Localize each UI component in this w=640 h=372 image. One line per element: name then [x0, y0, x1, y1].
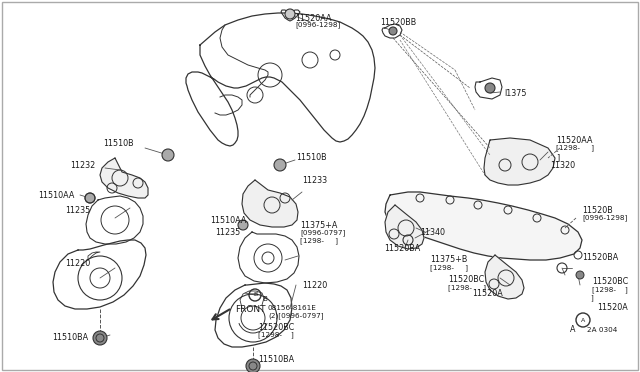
- Text: [1298-     ]: [1298- ]: [556, 145, 594, 151]
- Text: 11235: 11235: [215, 228, 240, 237]
- Text: 11510AA: 11510AA: [38, 190, 74, 199]
- Text: 11520BA: 11520BA: [582, 253, 618, 263]
- Text: 11510AA: 11510AA: [210, 215, 246, 224]
- Circle shape: [238, 220, 248, 230]
- Text: [1298-    ]: [1298- ]: [258, 331, 294, 339]
- Text: 11510BA: 11510BA: [52, 334, 88, 343]
- Circle shape: [285, 9, 295, 19]
- Text: [0996-0797]: [0996-0797]: [300, 230, 345, 236]
- Circle shape: [485, 83, 495, 93]
- Text: ]: ]: [590, 295, 593, 301]
- Text: 11510B: 11510B: [296, 153, 326, 161]
- Text: [0996-1298]: [0996-1298]: [582, 215, 627, 221]
- Text: 11375+A: 11375+A: [300, 221, 337, 230]
- Text: A: A: [570, 326, 575, 334]
- Polygon shape: [100, 158, 148, 198]
- Circle shape: [93, 331, 107, 345]
- Circle shape: [576, 271, 584, 279]
- Text: 11340: 11340: [420, 228, 445, 237]
- Text: [1298-     ]: [1298- ]: [430, 264, 468, 272]
- Text: ]: ]: [556, 154, 559, 163]
- Polygon shape: [485, 255, 524, 299]
- Text: 11520A: 11520A: [597, 304, 628, 312]
- Polygon shape: [484, 138, 555, 185]
- Text: [1298-    ]: [1298- ]: [592, 286, 628, 294]
- Text: 11510BA: 11510BA: [258, 356, 294, 365]
- Text: [1298-     ]: [1298- ]: [300, 238, 338, 244]
- Text: 11220: 11220: [302, 280, 327, 289]
- Circle shape: [389, 27, 397, 35]
- Text: FRONT: FRONT: [235, 305, 266, 314]
- Circle shape: [85, 193, 95, 203]
- Text: 11520BC: 11520BC: [592, 278, 628, 286]
- Text: 11220: 11220: [65, 259, 90, 267]
- Text: 11520BA: 11520BA: [384, 244, 420, 253]
- Text: 11520BB: 11520BB: [380, 17, 416, 26]
- Circle shape: [274, 159, 286, 171]
- Text: 11520B: 11520B: [582, 205, 612, 215]
- Text: 11520BC: 11520BC: [258, 323, 294, 331]
- Polygon shape: [242, 180, 298, 227]
- Text: A: A: [581, 317, 585, 323]
- Text: B: B: [262, 296, 267, 302]
- Text: 11232: 11232: [70, 160, 95, 170]
- Text: 11520AA: 11520AA: [556, 135, 593, 144]
- Circle shape: [162, 149, 174, 161]
- Text: I1375: I1375: [504, 89, 527, 97]
- Text: 11375+B: 11375+B: [430, 256, 467, 264]
- Text: 08156-8161E: 08156-8161E: [268, 305, 317, 311]
- Text: 11235: 11235: [65, 205, 90, 215]
- Text: [0996-1298]: [0996-1298]: [295, 22, 340, 28]
- Text: 11520AA: 11520AA: [295, 13, 332, 22]
- Text: 11320: 11320: [550, 160, 575, 170]
- Text: [1298-     ]: [1298- ]: [448, 285, 486, 291]
- Text: 11520A: 11520A: [472, 289, 503, 298]
- Polygon shape: [385, 205, 424, 249]
- Circle shape: [246, 359, 260, 372]
- Text: B: B: [253, 292, 257, 298]
- Text: 11510B: 11510B: [103, 138, 134, 148]
- Polygon shape: [385, 192, 582, 260]
- Text: 11233: 11233: [302, 176, 327, 185]
- Text: 2A 0304: 2A 0304: [587, 327, 618, 333]
- Text: (2)[0996-0797]: (2)[0996-0797]: [268, 312, 323, 320]
- Text: 11520BC: 11520BC: [448, 276, 484, 285]
